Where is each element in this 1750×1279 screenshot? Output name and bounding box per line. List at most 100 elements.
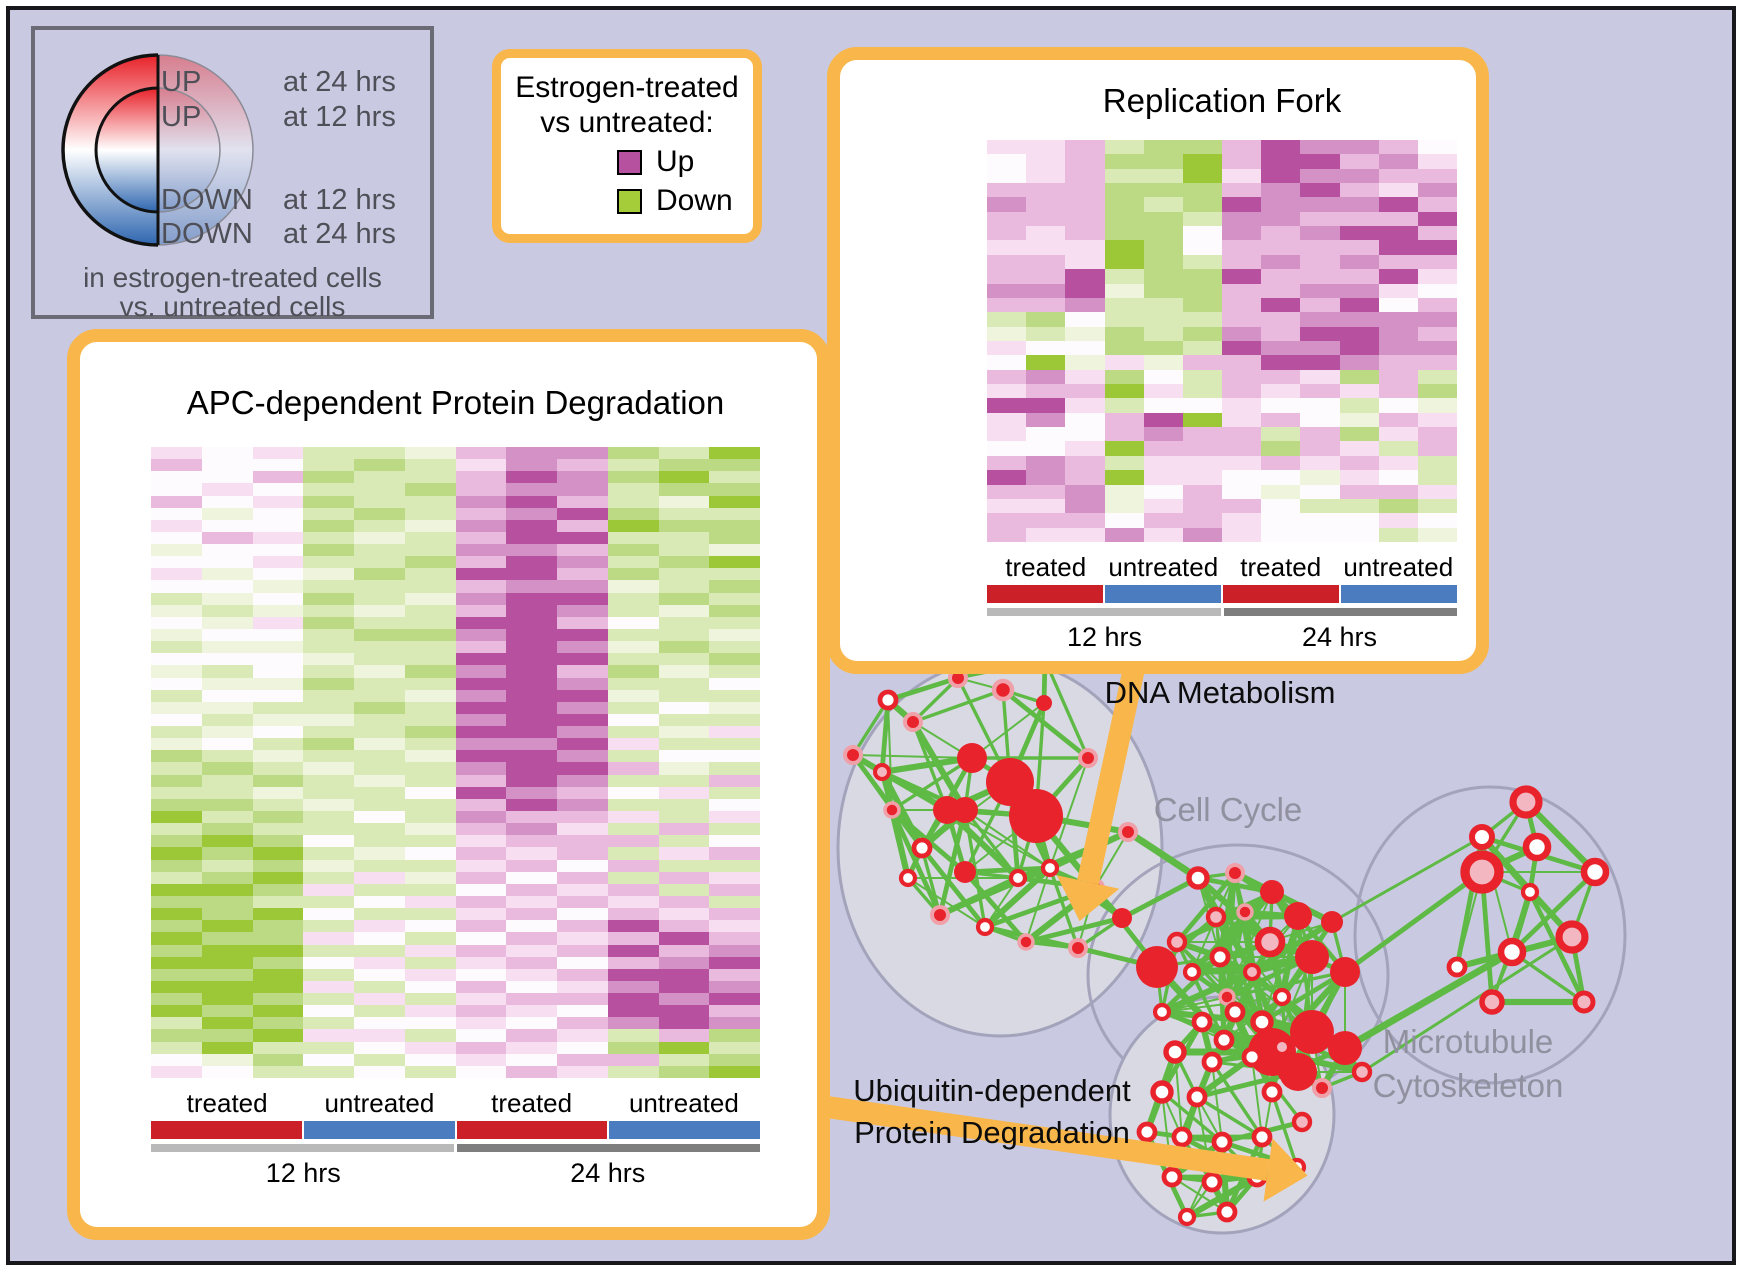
network-edge [1175, 941, 1226, 1041]
heatmap-cell [1378, 326, 1418, 341]
heatmap-cell [1104, 455, 1144, 471]
heatmap-cell [1300, 384, 1340, 399]
network-edge [879, 699, 891, 773]
heatmap-cell [658, 495, 710, 508]
heatmap-cell [557, 641, 608, 654]
heatmap-grid [987, 140, 1457, 542]
heatmap-cell [151, 1053, 202, 1066]
heatmap-cell [404, 568, 456, 581]
heatmap-cell [658, 592, 710, 605]
legend-down-12-time: at 12 hrs [283, 184, 396, 216]
heatmap-cell [354, 629, 405, 642]
heatmap-cell [303, 871, 354, 884]
heatmap-cell [151, 713, 202, 727]
heatmap-cell [151, 738, 202, 751]
heatmap-cell [1065, 269, 1105, 284]
heatmap-cell [151, 871, 202, 884]
heatmap-cell [506, 580, 557, 593]
heatmap-cell [354, 1005, 405, 1018]
heatmap-cell [1300, 254, 1340, 270]
heatmap-cell [1104, 427, 1144, 442]
heatmap-cell [1300, 168, 1340, 184]
heatmap-cell [303, 726, 354, 739]
heatmap-cell [404, 895, 456, 909]
heatmap-cell [1065, 154, 1105, 169]
heatmap-cell [1026, 297, 1066, 313]
heatmap-cell [1143, 340, 1183, 356]
network-edge [964, 865, 1051, 875]
heatmap-cell [201, 689, 253, 702]
heatmap-cell [151, 798, 202, 812]
heatmap-cell [557, 519, 608, 532]
heatmap-cell [658, 556, 710, 569]
heatmap-cell [557, 1053, 608, 1066]
network-node-ring [898, 868, 918, 888]
heatmap-cell [607, 762, 659, 775]
heatmap-cell [354, 883, 405, 896]
heatmap-cell [404, 980, 456, 994]
heatmap-cell [354, 1029, 405, 1042]
heatmap-cell [1026, 527, 1066, 542]
heatmap-cell [709, 665, 760, 678]
heatmap-cell [557, 689, 608, 702]
heatmap-cell [1417, 269, 1457, 284]
heatmap-cell [404, 1041, 456, 1054]
heatmap-cell [557, 980, 608, 994]
heatmap-cell [252, 774, 304, 787]
heatmap-cell [607, 1065, 659, 1078]
heatmap-cell [987, 183, 1027, 198]
heatmap-cell [354, 641, 405, 654]
heatmap-cell [1222, 340, 1262, 356]
heatmap-cell [455, 993, 507, 1006]
heatmap-cell [1143, 269, 1183, 284]
heatmap-cell [303, 956, 354, 969]
heatmap-cell [354, 895, 405, 909]
heatmap-cell [506, 531, 557, 545]
heatmap-grid [151, 447, 760, 1078]
network-node-pink-core [1572, 990, 1596, 1014]
heatmap-cell [1026, 240, 1066, 255]
heatmap-cell [354, 531, 405, 545]
network-edge [1511, 950, 1585, 1004]
heatmap-cell [151, 786, 202, 799]
heatmap-cell [709, 447, 760, 460]
heatmap-cell [1182, 398, 1222, 413]
heatmap-cell [557, 616, 608, 630]
heatmap-cell [1378, 197, 1418, 212]
heatmap-cell [506, 920, 557, 933]
network-node-solid [1279, 1053, 1317, 1091]
network-edge [1048, 867, 1080, 949]
heatmap-cell [1339, 513, 1379, 528]
figure-background: DNA Metabolism Cell Cycle Microtubule Cy… [6, 6, 1736, 1265]
heatmap-cell [607, 616, 659, 630]
heatmap-cell [404, 726, 456, 739]
heatmap-cell [1065, 427, 1105, 442]
heatmap-cell [404, 859, 456, 872]
heatmap-cell [658, 750, 710, 763]
heatmap-cell [1417, 197, 1457, 212]
heatmap-cell [1300, 484, 1340, 499]
heatmap-cell [1065, 240, 1105, 255]
heatmap-cell [252, 507, 304, 520]
apc-degradation-heatmap: treated untreated treated untreated 12 hrs … [151, 447, 760, 1188]
heatmap-cell [303, 1029, 354, 1042]
network-node-halo [1078, 748, 1098, 768]
heatmap-cell [1417, 154, 1457, 169]
heatmap-cell [252, 580, 304, 593]
legend-up-12-time: at 12 hrs [283, 101, 396, 133]
network-edge [891, 756, 973, 812]
heatmap-cell [1300, 197, 1340, 212]
heatmap-cell [709, 944, 760, 957]
heatmap-cell [506, 944, 557, 957]
heatmap-cell [1143, 254, 1183, 270]
heatmap-cell [1339, 470, 1379, 485]
heatmap-cell [607, 956, 659, 969]
heatmap-cell [607, 544, 659, 557]
heatmap-cell [252, 871, 304, 884]
heatmap-cell [607, 1029, 659, 1042]
heatmap-cell [658, 811, 710, 824]
heatmap-cell [1182, 297, 1222, 313]
heatmap-cell [506, 544, 557, 557]
cluster-label-text: Microtubule [1382, 1023, 1554, 1060]
network-edge [1176, 941, 1263, 1023]
